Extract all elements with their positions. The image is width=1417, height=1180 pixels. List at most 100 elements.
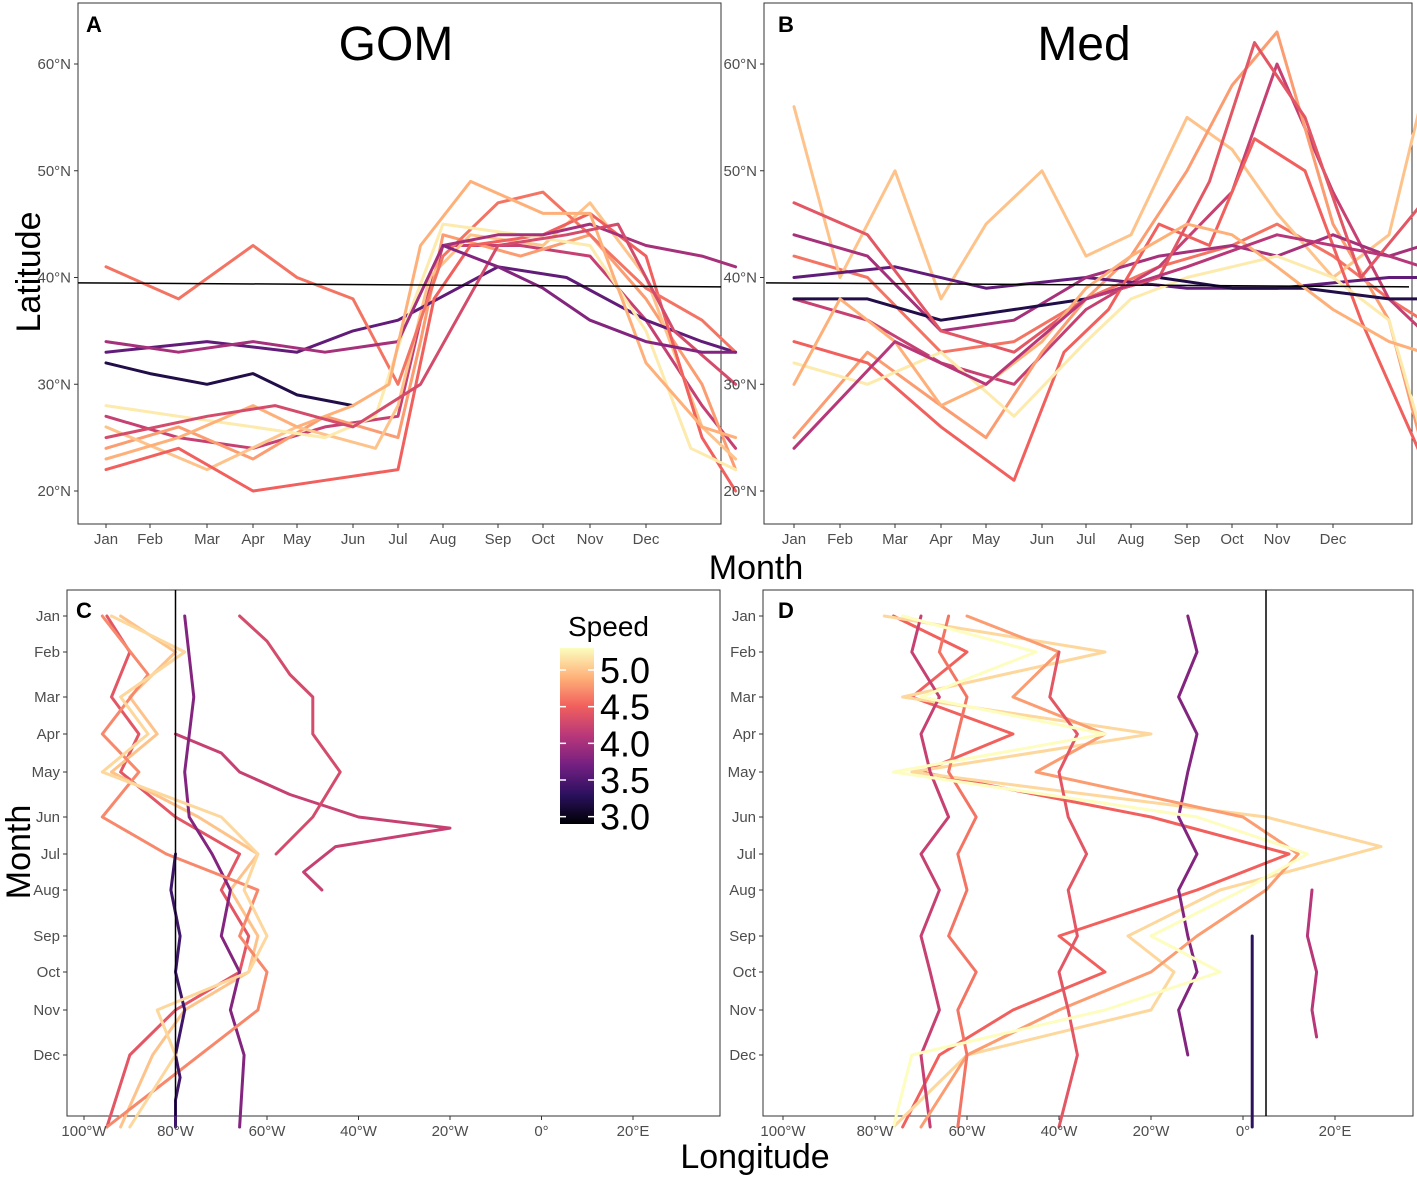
x-axis-title-month: Month: [709, 549, 804, 587]
panel-c-y-ticks: Jan Feb Mar Apr May Jun Jul Aug Sep Oct Nov Dec: [32, 608, 67, 1064]
panel-b-series-line: [792, 41, 1417, 354]
panel-c-y-tick-label: Oct: [37, 964, 61, 981]
panel-b-y-tick-label: 50°N: [723, 163, 757, 180]
panel-b-series-line: [792, 222, 1417, 408]
panel-a-y-tick-label: 30°N: [37, 376, 71, 393]
panel-c-x-tick-label: 100°W: [61, 1123, 107, 1140]
panel-a-series-line: [441, 244, 738, 354]
panel-d-y-tick-label: Oct: [733, 964, 757, 981]
panel-c-y-tick-label: Jan: [36, 608, 60, 625]
panel-b-reference-layer: [765, 282, 1410, 288]
panel-d-series-line: [882, 614, 1383, 1129]
panel-b-title: Med: [1037, 18, 1130, 71]
legend-tick-label: 5.0: [600, 650, 650, 691]
panel-c-x-tick-label: 0°: [534, 1123, 548, 1140]
panel-a-gom-latitude: 20°N30°N40°N50°N60°N Jan Feb Mar Apr May Jun J…: [37, 2, 738, 548]
panel-d-series-line: [937, 614, 978, 1129]
panel-d-x-tick-label: 20°W: [1133, 1123, 1171, 1140]
panel-a-reference-line: [77, 282, 722, 288]
panel-c-x-tick-label: 40°W: [340, 1123, 378, 1140]
panel-c-y-tick-label: May: [32, 764, 61, 781]
panel-a-x-tick-label: Apr: [241, 531, 264, 548]
panel-c-x-tick-label: 20°E: [617, 1123, 650, 1140]
panel-b-series-line: [792, 137, 1417, 482]
panel-a-y-ticks: 20°N 30°N 40°N 50°N 60°N: [37, 56, 78, 500]
panel-c-y-tick-label: Dec: [33, 1047, 60, 1064]
panel-c-y-tick-label: Nov: [33, 1002, 60, 1019]
panel-c-y-tick-label: Jun: [36, 809, 60, 826]
panel-c-series-layer: [100, 614, 452, 1129]
panel-a-y-tick-label: 60°N: [37, 56, 71, 73]
panel-a-x-tick-label: Dec: [633, 531, 660, 548]
panel-d-series-line: [891, 614, 1309, 1129]
panel-b-x-tick-label: Oct: [1220, 531, 1244, 548]
panel-a-x-tick-label: Aug: [430, 531, 457, 548]
panel-d-x-tick-label: 40°W: [1041, 1123, 1079, 1140]
panel-b-y-tick-label: 40°N: [723, 270, 757, 287]
panel-a-series-line: [104, 190, 738, 386]
panel-a-series-line: [104, 179, 738, 461]
panel-d-y-tick-label: Sep: [729, 928, 756, 945]
speed-legend: Speed 5.04.54.03.53.0: [560, 611, 650, 838]
panel-a-series-line: [104, 222, 738, 440]
panel-c-series-line: [183, 614, 246, 1129]
panel-c-series-line: [169, 852, 187, 1129]
panel-c-y-tick-label: Sep: [33, 928, 60, 945]
panel-c-series-line: [174, 732, 452, 892]
panel-d-series-line: [1177, 614, 1199, 1057]
panel-a-title: GOM: [339, 18, 454, 71]
panel-d-y-tick-label: Aug: [729, 882, 756, 899]
panel-c-x-tick-label: 20°W: [432, 1123, 470, 1140]
panel-b-x-tick-label: Aug: [1118, 531, 1145, 548]
panel-b-y-tick-label: 20°N: [723, 483, 757, 500]
panel-d-y-tick-label: Jun: [732, 809, 756, 826]
panel-a-x-ticks: Jan Feb Mar Apr May Jun Jul Aug Sep Oct Nov Dec: [94, 524, 660, 548]
panel-a-series-line: [104, 222, 738, 354]
panel-a-letter: A: [86, 12, 102, 37]
panel-d-x-tick-label: 0°: [1236, 1123, 1250, 1140]
legend-colorbar: [560, 648, 594, 824]
panel-a-series-line: [104, 201, 738, 472]
panel-a-x-tick-label: Feb: [137, 531, 163, 548]
panel-b-series-line: [792, 233, 1417, 450]
panel-c-y-tick-label: Jul: [41, 846, 60, 863]
panel-b-y-tick-label: 60°N: [723, 56, 757, 73]
panel-c-letter: C: [76, 598, 92, 623]
panel-b-x-tick-label: Mar: [882, 531, 908, 548]
panel-b-y-ticks: 20°N 30°N 40°N 50°N 60°N: [723, 56, 764, 500]
panel-a-x-tick-label: Oct: [531, 531, 555, 548]
panel-d-y-tick-label: Dec: [729, 1047, 756, 1064]
panel-c-x-tick-label: 80°W: [157, 1123, 195, 1140]
panel-b-letter: B: [778, 12, 794, 37]
panel-d-series-layer: [882, 614, 1383, 1129]
panel-b-med-latitude: 20°N30°N40°N50°N60°N Jan Feb Mar Apr May Jun J…: [723, 2, 1417, 548]
panel-a-x-tick-label: Jan: [94, 531, 118, 548]
panel-b-x-tick-label: Nov: [1264, 531, 1291, 548]
panel-a-y-tick-label: 50°N: [37, 163, 71, 180]
panel-a-x-tick-label: Sep: [485, 531, 512, 548]
panel-a-series-layer: [104, 179, 738, 493]
panel-a-x-tick-label: Jul: [388, 531, 407, 548]
panel-c-series-line: [238, 614, 342, 856]
panel-d-series-line: [919, 614, 1300, 1129]
panel-d-x-ticks: 100°W 80°W 60°W 40°W 20°W 0° 20°E: [760, 1116, 1351, 1140]
panel-b-series-line: [792, 105, 1417, 301]
panel-d-y-tick-label: Nov: [729, 1002, 756, 1019]
panel-c-series-line: [100, 614, 269, 1129]
panel-d-x-tick-label: 80°W: [857, 1123, 895, 1140]
panel-a-y-tick-label: 40°N: [37, 270, 71, 287]
panel-d-med-longitude: Jan Feb Mar Apr May Jun Jul Aug Sep Oct Nov Dec 100…: [728, 589, 1414, 1140]
panel-c-y-tick-label: Mar: [34, 689, 60, 706]
y-axis-title-month: Month: [0, 805, 38, 900]
panel-c-gom-longitude: Jan Feb Mar Apr May Jun Jul Aug Sep Oct Nov Dec 100…: [32, 589, 721, 1140]
panel-d-y-tick-label: Jul: [737, 846, 756, 863]
panel-b-y-tick-label: 30°N: [723, 376, 757, 393]
panel-d-y-tick-label: Jan: [732, 608, 756, 625]
panel-a-frame: [77, 2, 722, 525]
panel-c-y-tick-label: Apr: [37, 726, 60, 743]
legend-tick-label: 3.0: [600, 797, 650, 838]
x-axis-title-longitude: Longitude: [680, 1138, 829, 1176]
panel-d-y-ticks: Jan Feb Mar Apr May Jun Jul Aug Sep Oct Nov Dec: [728, 608, 763, 1064]
panel-d-y-tick-label: Feb: [730, 644, 756, 661]
